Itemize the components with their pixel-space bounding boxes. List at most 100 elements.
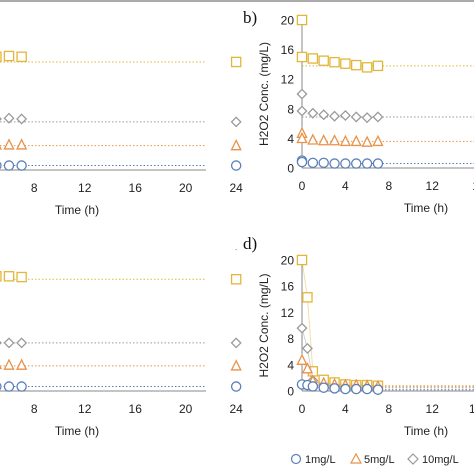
data-point-c10	[296, 105, 308, 117]
data-point-c1	[340, 158, 351, 169]
y-tick-label: 4	[287, 132, 294, 146]
panel-c: 8 12 16 20 24 Time (h)	[0, 271, 243, 438]
data-point-c1	[329, 383, 340, 394]
data-point-c10	[318, 109, 330, 121]
x-tick-label: 12	[78, 181, 92, 195]
x-tick-label: 0	[299, 179, 306, 193]
data-point-c1	[0, 161, 2, 170]
data-point-c1	[16, 160, 27, 171]
data-point-c20	[329, 56, 340, 68]
data-point-c5	[307, 133, 319, 145]
legend-label-5: 5mg/L	[364, 454, 395, 466]
data-point-c10	[230, 116, 242, 128]
data-point-c5	[296, 353, 308, 365]
data-point-c1	[318, 157, 329, 169]
data-point-c5	[372, 134, 384, 147]
data-point-c1	[372, 384, 384, 395]
data-point-c10	[296, 88, 308, 100]
data-point-c20	[307, 53, 319, 64]
legend: 1mg/L 5mg/L 10mg/L	[290, 452, 459, 466]
data-point-c5	[296, 131, 308, 144]
data-point-c20	[3, 271, 15, 282]
y-tick-label: 20	[281, 254, 295, 268]
data-point-c10	[3, 337, 15, 349]
data-point-c5	[230, 359, 242, 371]
x-tick-label: 16	[129, 181, 143, 195]
x-tick-label: 20	[179, 181, 193, 195]
x-axis-label: Time (h)	[404, 424, 448, 438]
x-tick-label: 24	[229, 402, 243, 416]
x-tick-label: 8	[31, 181, 38, 195]
data-point-c20	[0, 51, 2, 63]
data-point-c5	[328, 134, 341, 146]
x-tick-label: 4	[342, 179, 349, 193]
data-point-c10	[329, 110, 341, 122]
panel-a: 8 12 16 20 24 Time (h)	[0, 50, 243, 217]
y-tick-label: 8	[287, 102, 294, 116]
data-point-c1	[340, 383, 351, 395]
data-point-c10	[350, 111, 362, 123]
data-point-c1	[230, 160, 242, 171]
data-point-c5	[0, 145, 3, 150]
y-tick-label: 12	[281, 73, 295, 87]
x-tick-label: 1	[472, 179, 474, 193]
y-axis-label: H2O2 Conc. (mg/L)	[257, 273, 271, 377]
data-point-c1	[16, 381, 27, 392]
y-tick-label: 4	[287, 358, 294, 372]
data-point-c5	[318, 134, 330, 146]
data-point-c1	[307, 157, 319, 169]
data-point-c5	[3, 138, 15, 150]
data-point-c20	[340, 58, 351, 69]
data-point-c10	[0, 341, 2, 345]
data-point-c5	[361, 135, 373, 147]
panel-b: 0 4 8 12 16 20 H2O2 Conc. (mg/L) 0 4 8 12 1 Time (h)	[257, 14, 474, 215]
y-tick-label: 0	[287, 162, 294, 176]
data-point-c20	[302, 292, 313, 303]
data-point-c10	[339, 109, 351, 121]
panel-label-b: b)	[243, 8, 257, 27]
data-point-c20	[3, 50, 15, 62]
x-tick-label: 24	[229, 181, 243, 195]
y-tick-label: 20	[281, 14, 295, 28]
data-point-c20	[0, 271, 2, 282]
legend-label-10: 10mg/L	[422, 454, 459, 466]
data-point-c1	[318, 382, 329, 393]
y-axis-label: H2O2 Conc. (mg/L)	[257, 42, 271, 146]
data-point-c20	[296, 254, 308, 266]
data-point-c10	[296, 322, 308, 334]
data-point-c1	[329, 158, 340, 169]
data-point-c20	[350, 59, 362, 71]
data-point-c1	[296, 156, 308, 168]
data-point-c20	[16, 271, 27, 283]
y-tick-label: 12	[281, 306, 295, 320]
panel-d: 0 4 8 12 16 20 H2O2 Conc. (mg/L) 0 4 8 12 16 Time (h…	[257, 254, 474, 438]
data-point-c20	[16, 51, 27, 63]
data-point-c10	[301, 342, 313, 354]
data-point-c1	[361, 158, 373, 169]
data-point-c20	[230, 56, 242, 68]
x-tick-label: 0	[299, 402, 306, 416]
data-point-c10	[230, 337, 242, 349]
stray-mark: .	[235, 243, 237, 252]
x-tick-label: 8	[385, 402, 392, 416]
x-axis-label: Time (h)	[404, 201, 448, 215]
x-tick-label: 8	[31, 402, 38, 416]
y-tick-label: 16	[281, 280, 295, 294]
data-point-c1	[3, 381, 15, 392]
data-point-c5	[350, 134, 362, 147]
data-point-c10	[0, 117, 2, 121]
data-point-c1	[361, 383, 373, 395]
data-point-c20	[361, 62, 373, 73]
legend-circle-icon	[290, 453, 302, 465]
data-point-c10	[16, 337, 28, 349]
data-point-c20	[318, 55, 329, 66]
x-tick-label: 8	[385, 179, 392, 193]
x-tick-label: 20	[179, 402, 193, 416]
data-point-c1	[307, 381, 319, 392]
panel-label-d: d)	[243, 234, 257, 253]
x-tick-label: 12	[426, 402, 440, 416]
y-tick-label: 0	[287, 385, 294, 399]
x-tick-label: 12	[78, 402, 92, 416]
data-point-c20	[372, 60, 384, 72]
x-axis-label: Time (h)	[55, 203, 99, 217]
